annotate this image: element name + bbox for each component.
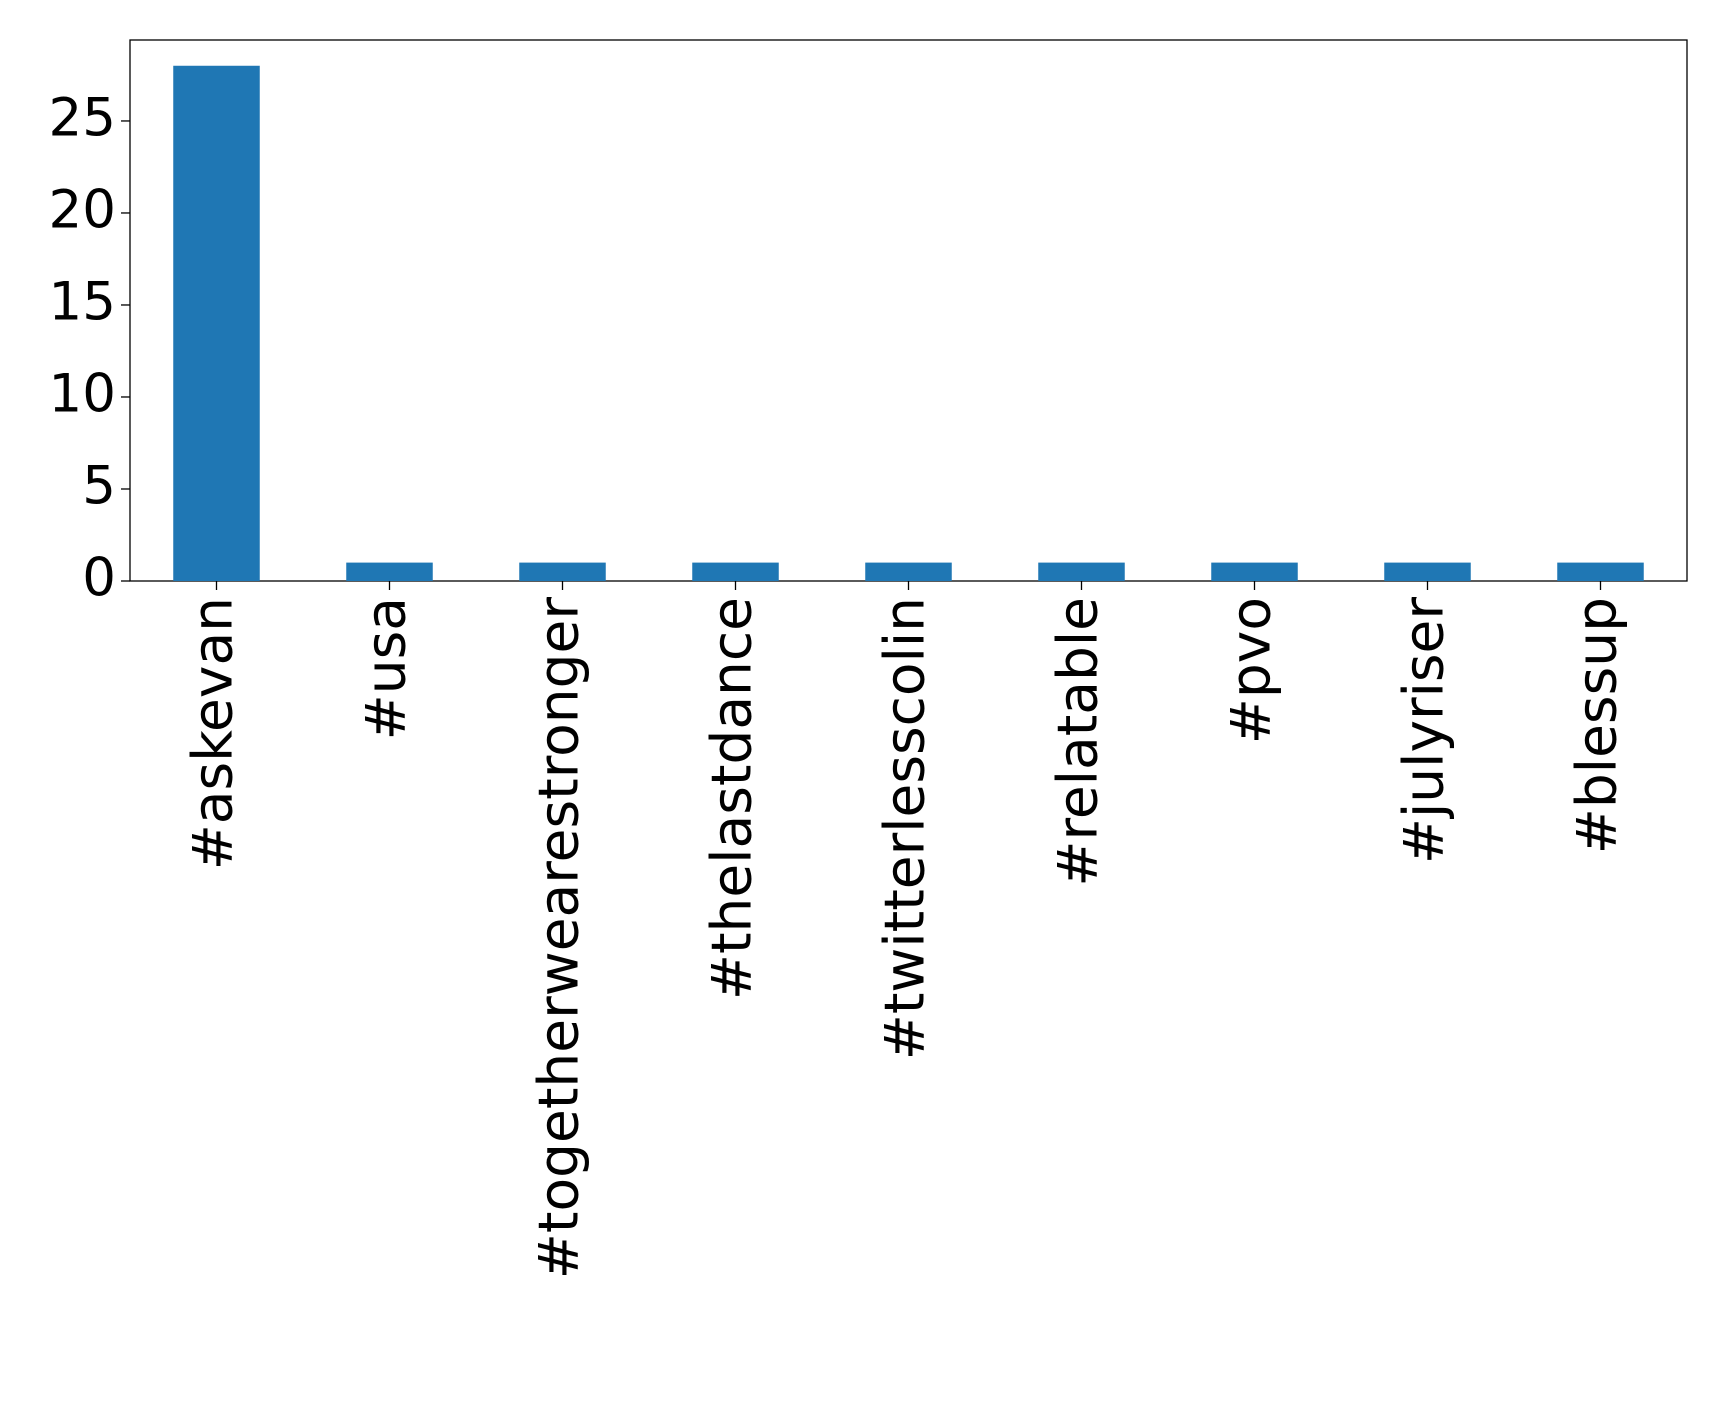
bar <box>346 562 433 581</box>
bar <box>865 562 952 581</box>
bar <box>692 562 779 581</box>
x-tick-label: #pvo <box>1219 597 1283 744</box>
bar <box>1038 562 1125 581</box>
x-tick-label: #relatable <box>1046 597 1110 887</box>
bar <box>519 562 606 581</box>
x-tick-label: #usa <box>354 597 418 740</box>
y-tick-label: 25 <box>49 88 116 149</box>
bar <box>173 65 260 581</box>
x-tick-label: #askevan <box>181 597 245 870</box>
y-tick-label: 15 <box>49 272 116 333</box>
y-tick-label: 0 <box>82 548 116 609</box>
y-tick-label: 10 <box>49 364 116 425</box>
bar <box>1557 562 1644 581</box>
x-tick-label: #togetherwearestronger <box>527 597 591 1280</box>
x-tick-label: #twitterlesscolin <box>873 597 937 1060</box>
x-tick-label: #julyriser <box>1392 597 1456 864</box>
x-tick-label: #thelastdance <box>700 597 764 1000</box>
bar <box>1384 562 1471 581</box>
y-tick-label: 20 <box>49 180 116 241</box>
bar <box>1211 562 1298 581</box>
x-tick-label: #blessup <box>1565 597 1629 854</box>
plot-frame <box>129 39 1688 582</box>
y-tick-label: 5 <box>82 456 116 517</box>
